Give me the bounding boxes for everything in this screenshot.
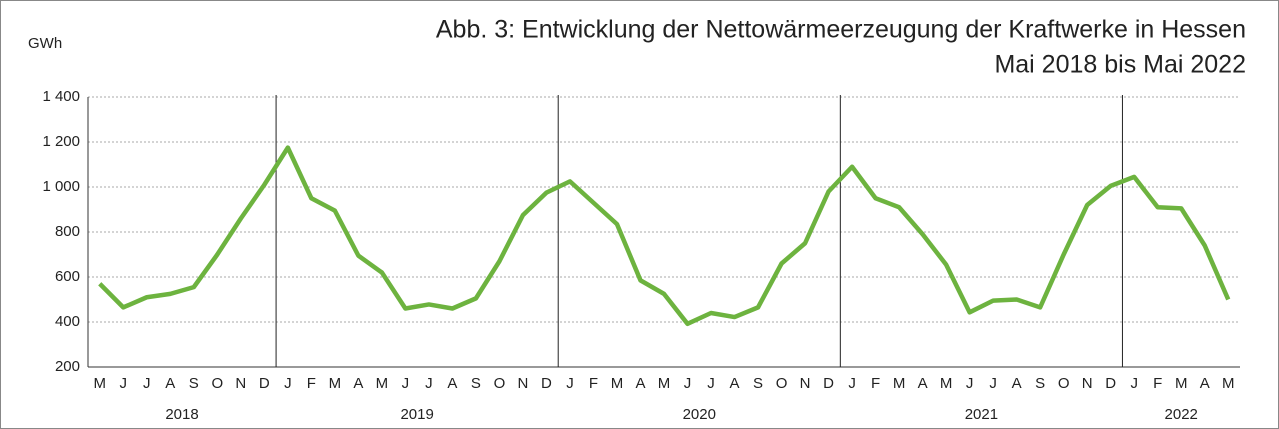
x-tick-label: J xyxy=(284,375,292,392)
x-tick-label: O xyxy=(211,375,223,392)
x-tick-label: A xyxy=(447,375,457,392)
y-tick-label: 1 400 xyxy=(42,88,80,105)
x-tick-label: A xyxy=(918,375,928,392)
x-tick-label: N xyxy=(235,375,246,392)
x-tick-label: F xyxy=(1153,375,1162,392)
x-tick-label: A xyxy=(635,375,645,392)
y-tick-label: 1 200 xyxy=(42,133,80,150)
x-tick-label: M xyxy=(940,375,953,392)
year-label: 2018 xyxy=(165,406,198,423)
x-tick-label: J xyxy=(848,375,856,392)
x-tick-label: M xyxy=(893,375,906,392)
x-tick-label: D xyxy=(541,375,552,392)
y-axis-label: GWh xyxy=(28,35,62,52)
x-tick-label: J xyxy=(989,375,997,392)
x-tick-label: J xyxy=(425,375,433,392)
x-tick-label: O xyxy=(494,375,506,392)
chart-title: Abb. 3: Entwicklung der Nettowärmeerzeug… xyxy=(436,16,1246,44)
x-tick-label: J xyxy=(120,375,128,392)
x-tick-label: J xyxy=(143,375,151,392)
x-tick-label: A xyxy=(353,375,363,392)
x-tick-label: A xyxy=(1200,375,1210,392)
x-tick-label: F xyxy=(589,375,598,392)
x-tick-label: D xyxy=(259,375,270,392)
x-tick-label: A xyxy=(165,375,175,392)
x-tick-label: N xyxy=(518,375,529,392)
x-tick-label: A xyxy=(1012,375,1022,392)
year-label: 2022 xyxy=(1165,406,1198,423)
x-tick-label: J xyxy=(566,375,574,392)
x-tick-label: S xyxy=(1035,375,1045,392)
y-tick-label: 800 xyxy=(55,223,80,240)
year-label: 2020 xyxy=(683,406,716,423)
x-tick-label: J xyxy=(707,375,715,392)
x-tick-label: M xyxy=(376,375,389,392)
year-label: 2021 xyxy=(965,406,998,423)
x-tick-label: D xyxy=(823,375,834,392)
x-tick-label: M xyxy=(329,375,342,392)
x-tick-label: J xyxy=(684,375,692,392)
x-tick-label: J xyxy=(1130,375,1138,392)
x-tick-label: S xyxy=(471,375,481,392)
y-tick-label: 200 xyxy=(55,358,80,375)
x-tick-label: D xyxy=(1105,375,1116,392)
y-tick-label: 600 xyxy=(55,268,80,285)
year-label: 2019 xyxy=(400,406,433,423)
x-tick-label: M xyxy=(94,375,107,392)
x-tick-label: O xyxy=(1058,375,1070,392)
y-tick-label: 1 000 xyxy=(42,178,80,195)
x-tick-label: F xyxy=(307,375,316,392)
x-tick-label: A xyxy=(730,375,740,392)
x-tick-label: M xyxy=(1175,375,1188,392)
x-tick-label: S xyxy=(753,375,763,392)
x-tick-label: N xyxy=(1082,375,1093,392)
chart-title: Mai 2018 bis Mai 2022 xyxy=(994,51,1246,79)
x-tick-label: S xyxy=(189,375,199,392)
x-tick-label: M xyxy=(658,375,671,392)
x-tick-label: M xyxy=(611,375,624,392)
x-tick-label: F xyxy=(871,375,880,392)
x-tick-label: O xyxy=(776,375,788,392)
x-tick-label: M xyxy=(1222,375,1235,392)
y-tick-label: 400 xyxy=(55,313,80,330)
line-series xyxy=(98,145,1231,327)
x-tick-label: N xyxy=(800,375,811,392)
x-tick-label: J xyxy=(966,375,974,392)
x-tick-label: J xyxy=(402,375,410,392)
